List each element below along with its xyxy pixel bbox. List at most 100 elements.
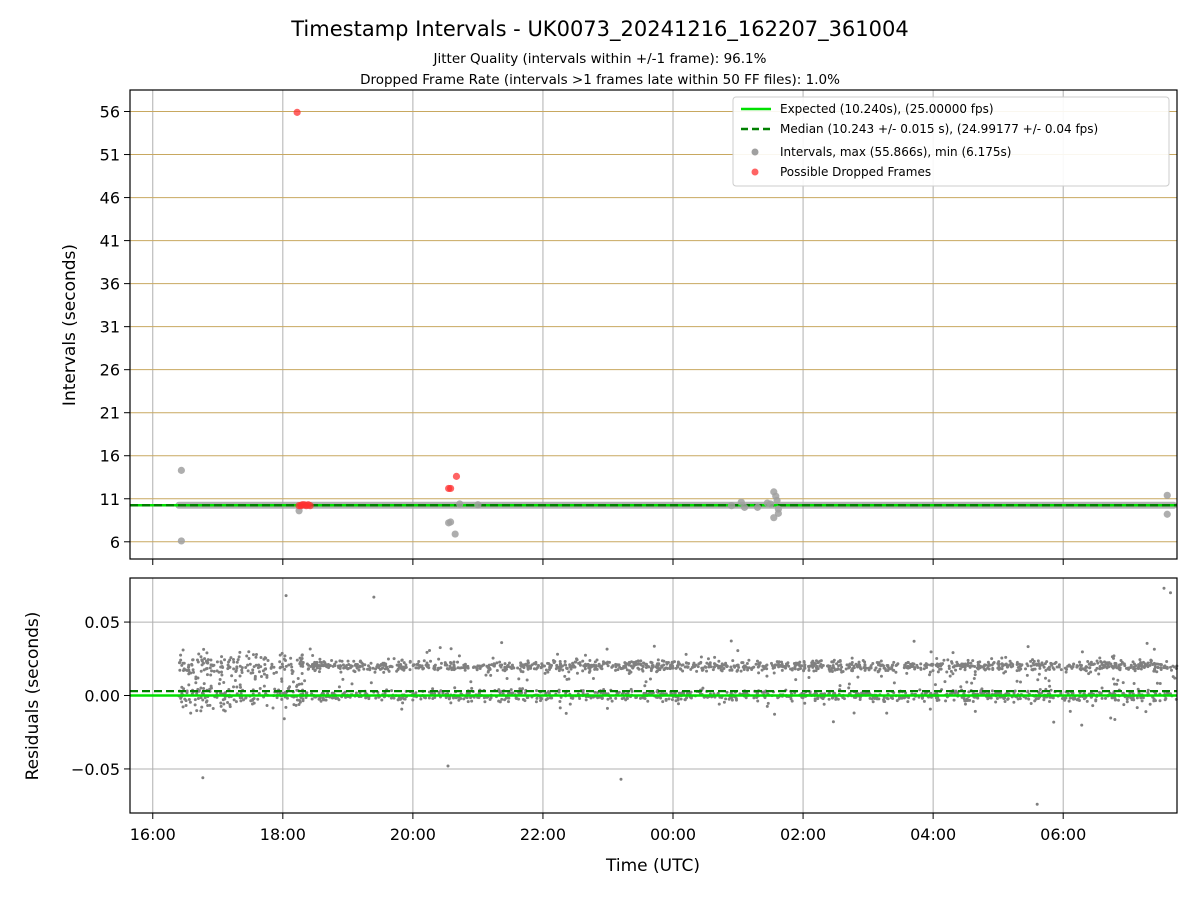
residual-point [1155, 681, 1159, 685]
residual-point [919, 662, 923, 666]
residual-point [232, 698, 236, 702]
residual-point [931, 669, 935, 673]
x-tick-label: 16:00 [130, 825, 176, 844]
residual-point [353, 663, 357, 667]
residual-point [433, 691, 437, 695]
residual-point [575, 671, 579, 675]
residual-point [935, 699, 939, 703]
residual-point [219, 701, 223, 705]
residual-point [447, 697, 451, 701]
residual-point [698, 691, 702, 695]
legend-intervals-swatch [751, 148, 759, 156]
residual-point [1054, 660, 1058, 664]
residual-point [971, 659, 975, 663]
top-y-tick-label: 21 [100, 404, 120, 423]
residual-point [185, 689, 189, 693]
residual-point [1071, 665, 1075, 669]
residual-point [516, 666, 520, 670]
residual-point [706, 657, 710, 661]
residual-point [262, 672, 266, 676]
residual-point [208, 666, 212, 670]
residual-point [875, 697, 879, 701]
residual-point [334, 660, 338, 664]
residual-point [578, 663, 582, 667]
residual-point [836, 667, 840, 671]
residual-point [220, 664, 224, 668]
residual-point [544, 668, 548, 672]
residual-point [780, 660, 784, 664]
residual-point [1029, 664, 1033, 668]
residual-point [439, 666, 443, 670]
residual-point [863, 668, 867, 672]
interval-point [474, 501, 482, 509]
interval-point [737, 498, 745, 506]
x-tick-label: 22:00 [520, 825, 566, 844]
residual-point [734, 698, 738, 702]
residual-point [425, 661, 429, 665]
x-tick-label: 00:00 [650, 825, 696, 844]
residual-point [548, 665, 552, 669]
residual-point [1118, 666, 1122, 670]
bottom-y-tick-label: 0.00 [84, 687, 120, 706]
residual-point [1129, 665, 1133, 669]
residual-point [654, 665, 658, 669]
residual-point [205, 673, 209, 677]
residual-point [519, 664, 523, 668]
residual-point [350, 682, 354, 686]
residual-point [228, 703, 232, 707]
residual-point [754, 662, 758, 666]
residual-point [301, 662, 305, 666]
residual-point [979, 691, 983, 695]
residual-point [523, 699, 527, 703]
residual-point [894, 670, 898, 674]
residual-point [665, 662, 669, 666]
residual-point [182, 667, 186, 671]
residual-point [577, 661, 581, 665]
residual-point [568, 702, 572, 706]
residual-point [988, 696, 992, 700]
residual-point [229, 656, 233, 660]
residual-point [453, 667, 457, 671]
residual-point [588, 669, 592, 673]
residual-point [973, 670, 977, 674]
residual-point [205, 661, 209, 665]
residual-point [543, 671, 547, 675]
residual-point [858, 665, 862, 669]
residual-point [459, 696, 463, 700]
residual-point [1075, 664, 1079, 668]
residual-point [1026, 664, 1030, 668]
residual-point [220, 673, 224, 677]
residual-point [982, 666, 986, 670]
residual-point [1162, 586, 1166, 590]
residual-point [489, 673, 493, 677]
residual-point [578, 697, 582, 701]
residual-point [729, 691, 733, 695]
residual-point [648, 677, 652, 681]
residual-point [935, 656, 939, 660]
residual-point [346, 659, 350, 663]
residual-point [750, 667, 754, 671]
residual-point [284, 594, 288, 598]
residual-point [411, 698, 415, 702]
residual-point [180, 700, 184, 704]
residual-point [510, 663, 514, 667]
residual-point [368, 666, 372, 670]
residual-point [771, 666, 775, 670]
bottom-y-axis-label: Residuals (seconds) [23, 612, 43, 781]
residual-point [1042, 698, 1046, 702]
residual-point [730, 668, 734, 672]
residual-point [954, 668, 958, 672]
residual-point [308, 647, 312, 651]
residual-point [380, 698, 384, 702]
residual-point [561, 668, 565, 672]
residual-point [884, 669, 888, 673]
residual-point [725, 664, 729, 668]
residual-point [1125, 700, 1129, 704]
residual-point [763, 665, 767, 669]
residual-point [1036, 678, 1040, 682]
residual-point [943, 680, 947, 684]
residual-point [720, 662, 724, 666]
residual-point [193, 703, 197, 707]
residual-point [432, 664, 436, 668]
residual-point [831, 720, 835, 724]
